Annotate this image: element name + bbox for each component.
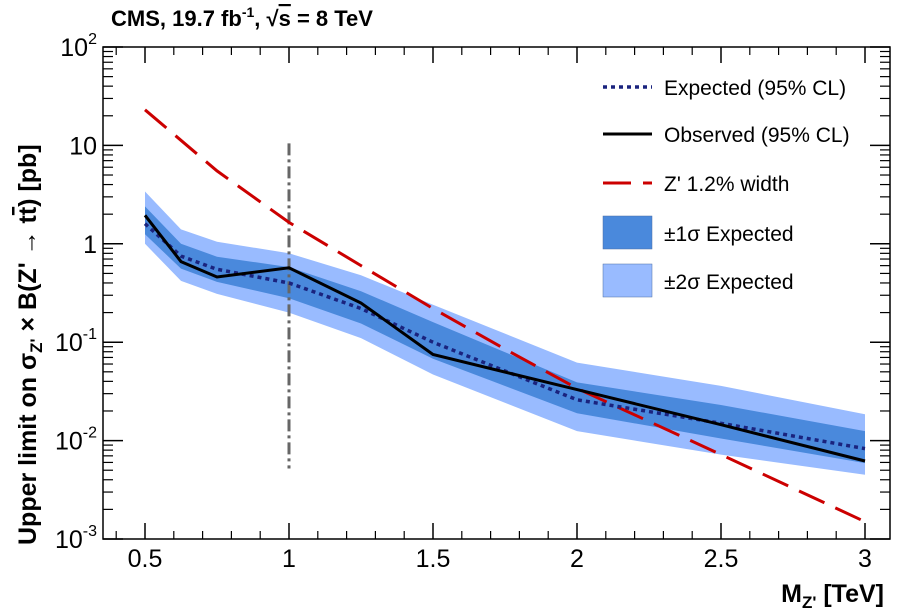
legend-label: Z' 1.2% width [664, 173, 789, 196]
x-axis-title: MZ' [TeV] [781, 580, 884, 612]
x-tick-label: 1 [282, 545, 296, 573]
legend-swatch-band [602, 215, 653, 250]
legend-swatch-band [602, 263, 653, 298]
y-tick-label: 10-3 [55, 523, 97, 554]
y-tick-label: 1 [83, 231, 97, 259]
x-tick-label: 2.5 [704, 545, 739, 573]
plot-frame [102, 46, 891, 540]
x-tick-label: 3 [858, 545, 872, 573]
y-tick-label: 10-1 [55, 326, 97, 357]
y-tick-label: 10-2 [55, 425, 97, 456]
plot-frame-rect [102, 46, 891, 540]
y-tick-label: 10 [69, 132, 97, 160]
zprime-width-line [144, 108, 866, 524]
y-tick-label: 102 [60, 31, 97, 62]
legend-label: ±2σ Expected [664, 271, 794, 294]
observed-line [143, 214, 866, 463]
axis-ticks: 0.5 1 1.5 2 2.5 3 10-3 10-2 10-1 1 10 102 [55, 31, 890, 573]
legend-label: ±1σ Expected [664, 223, 794, 246]
x-tick-label: 2 [570, 545, 584, 573]
y-axis-title: Upper limit on σZ' × B(Z' → tt) [pb] [14, 144, 46, 545]
limit-curves [143, 108, 866, 524]
chart-title: CMS, 19.7 fb-1, √s = 8 TeV [111, 4, 373, 31]
legend-label: Observed (95% CL) [664, 124, 850, 147]
expected-line [143, 222, 866, 451]
x-tick-label: 1.5 [416, 545, 451, 573]
x-tick-label: 0.5 [128, 545, 163, 573]
legend: Expected (95% CL) Observed (95% CL) Z' 1.2… [602, 77, 850, 298]
legend-label: Expected (95% CL) [664, 77, 846, 100]
